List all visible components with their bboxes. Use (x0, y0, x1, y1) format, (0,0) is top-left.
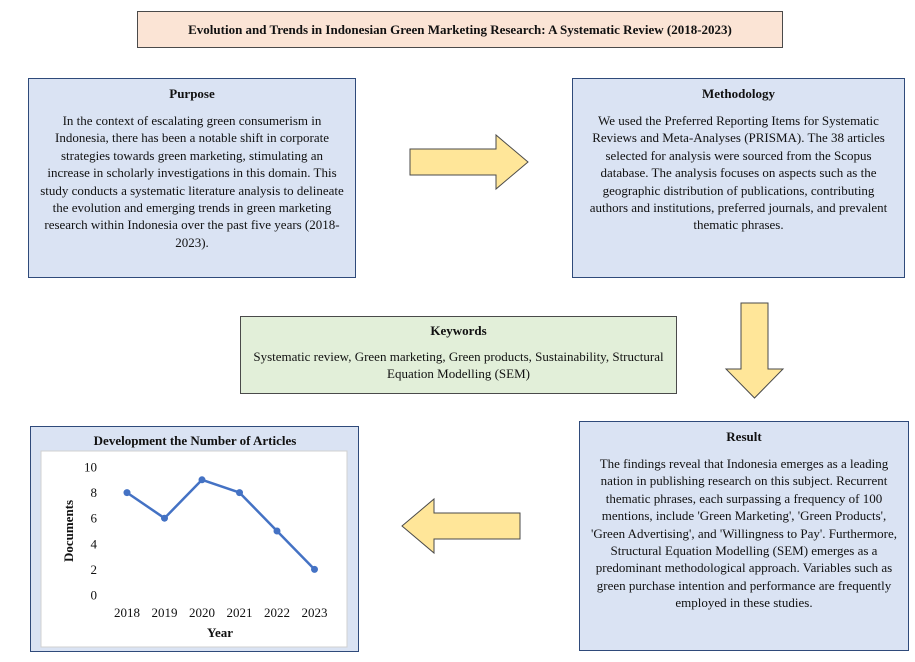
x-axis-label: Year (207, 625, 233, 640)
y-tick-label: 4 (91, 536, 98, 551)
chart-panel: Development the Number of Articles Docum… (30, 426, 359, 652)
purpose-text: In the context of escalating green consu… (40, 113, 344, 250)
data-point (311, 565, 318, 573)
data-point (273, 527, 281, 535)
line-chart: Development the Number of Articles Docum… (40, 433, 348, 648)
keywords-text: Systematic review, Green marketing, Gree… (253, 349, 664, 381)
keywords-heading: Keywords (430, 323, 487, 338)
arrow-left-icon (401, 497, 521, 555)
series-line (126, 478, 316, 571)
x-tick-label: 2019 (152, 605, 178, 620)
y-axis-label: Documents (61, 500, 76, 562)
data-point (198, 476, 206, 484)
purpose-box: Purpose In the context of escalating gre… (28, 78, 356, 278)
x-tick-label: 2023 (302, 605, 328, 620)
y-tick-label: 6 (91, 511, 98, 526)
y-tick-label: 8 (91, 485, 98, 500)
x-tick-label: 2018 (114, 605, 140, 620)
keywords-box: Keywords Systematic review, Green market… (240, 316, 677, 394)
chart-title: Development the Number of Articles (94, 433, 297, 448)
arrow-down-icon (724, 302, 785, 399)
arrow-right-icon (409, 133, 529, 191)
y-tick-label: 10 (84, 460, 97, 475)
x-tick-label: 2022 (264, 605, 290, 620)
data-point (123, 489, 131, 497)
data-point (161, 514, 168, 522)
data-point (236, 489, 243, 497)
y-tick-label: 0 (91, 588, 98, 603)
y-tick-label: 2 (91, 562, 98, 577)
page-title: Evolution and Trends in Indonesian Green… (137, 11, 783, 48)
methodology-box: Methodology We used the Preferred Report… (572, 78, 905, 278)
methodology-text: We used the Preferred Reporting Items fo… (589, 113, 888, 233)
methodology-heading: Methodology (702, 86, 775, 101)
result-box: Result The findings reveal that Indonesi… (579, 421, 909, 651)
result-heading: Result (726, 429, 762, 444)
x-tick-label: 2021 (227, 605, 253, 620)
purpose-heading: Purpose (169, 86, 215, 101)
result-text: The findings reveal that Indonesia emerg… (591, 456, 897, 611)
x-tick-label: 2020 (189, 605, 215, 620)
